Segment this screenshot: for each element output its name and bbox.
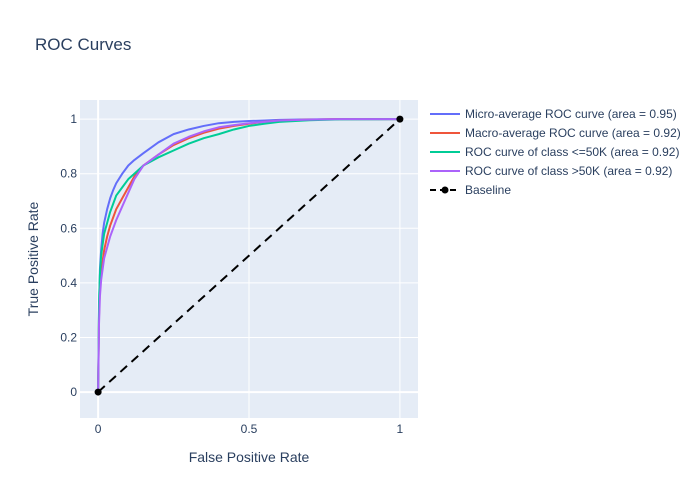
- legend-item-3[interactable]: ROC curve of class >50K (area = 0.92): [430, 164, 672, 178]
- series-line-4: [97, 118, 401, 393]
- legend-item-1[interactable]: Macro-average ROC curve (area = 0.92): [430, 126, 681, 140]
- y-tick-label: 0.2: [60, 330, 77, 344]
- legend-label: Macro-average ROC curve (area = 0.92): [465, 126, 681, 140]
- series-line-3: [97, 118, 400, 393]
- y-tick-label: 1: [70, 112, 77, 126]
- legend-marker: [441, 186, 449, 194]
- y-tick-label: 0.4: [60, 276, 77, 290]
- x-tick-label: 1: [397, 422, 404, 436]
- chart-title: ROC Curves: [35, 35, 131, 54]
- series-line-2: [97, 118, 400, 393]
- y-axis-title: True Positive Rate: [25, 201, 41, 316]
- marker-layer: [94, 115, 404, 396]
- legend-label: Micro-average ROC curve (area = 0.95): [465, 107, 677, 121]
- y-tick-label: 0.8: [60, 167, 77, 181]
- x-tick-label: 0: [95, 422, 102, 436]
- series-layer: [97, 118, 401, 393]
- legend-label: ROC curve of class >50K (area = 0.92): [465, 164, 672, 178]
- legend-item-0[interactable]: Micro-average ROC curve (area = 0.95): [430, 107, 677, 121]
- legend-label: Baseline: [465, 183, 511, 197]
- tick-labels: 0 0.5 1 0 0.2 0.4 0.6 0.8 1: [60, 112, 403, 436]
- series-line-0: [97, 118, 400, 393]
- x-tick-label: 0.5: [241, 422, 258, 436]
- legend-item-2[interactable]: ROC curve of class <=50K (area = 0.92): [430, 145, 679, 159]
- x-axis-title: False Positive Rate: [189, 449, 310, 465]
- legend-label: ROC curve of class <=50K (area = 0.92): [465, 145, 679, 159]
- baseline-point: [396, 115, 404, 123]
- y-tick-label: 0.6: [60, 221, 77, 235]
- y-tick-label: 0: [70, 385, 77, 399]
- legend[interactable]: Micro-average ROC curve (area = 0.95) Mac…: [430, 107, 681, 197]
- legend-item-4[interactable]: Baseline: [430, 183, 511, 197]
- baseline-point: [94, 388, 102, 396]
